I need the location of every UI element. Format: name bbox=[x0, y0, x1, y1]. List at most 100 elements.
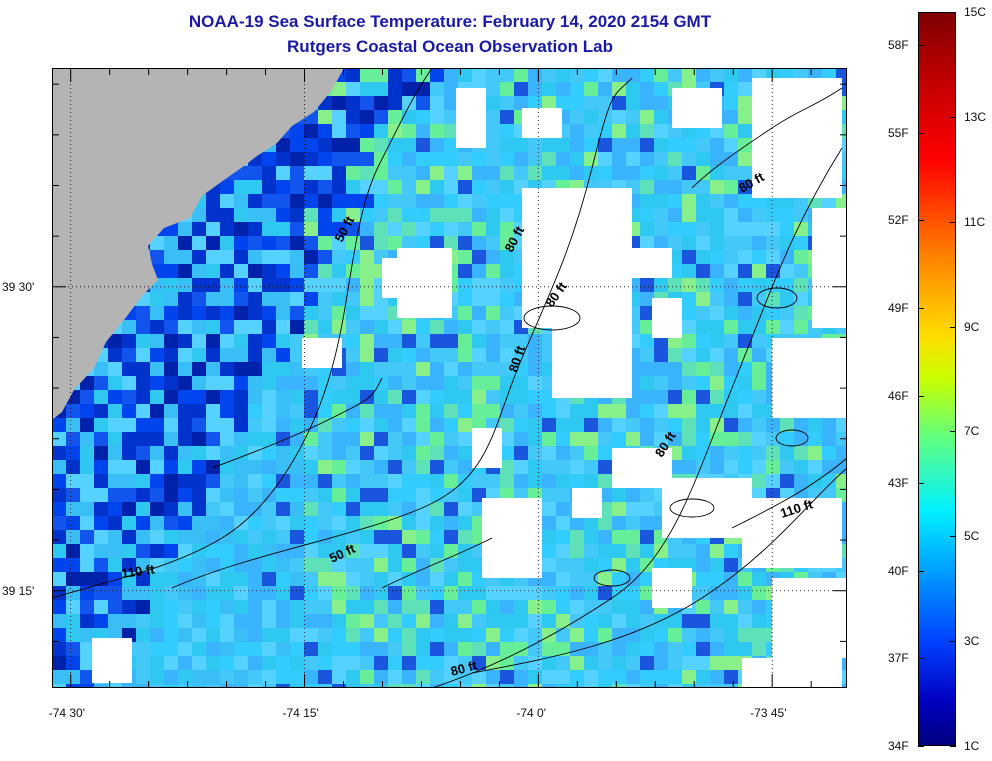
sst-pixel bbox=[822, 446, 836, 460]
sst-pixel bbox=[430, 474, 444, 488]
sst-pixel bbox=[780, 278, 794, 292]
sst-pixel bbox=[164, 530, 178, 544]
sst-pixel bbox=[164, 236, 178, 250]
sst-pixel bbox=[262, 502, 276, 516]
sst-pixel bbox=[206, 222, 220, 236]
sst-pixel bbox=[206, 320, 220, 334]
sst-pixel bbox=[514, 628, 528, 642]
sst-pixel bbox=[710, 166, 724, 180]
sst-pixel bbox=[514, 460, 528, 474]
sst-pixel bbox=[94, 684, 108, 688]
sst-pixel bbox=[696, 600, 710, 614]
sst-pixel bbox=[724, 152, 738, 166]
sst-pixel bbox=[220, 320, 234, 334]
sst-pixel bbox=[458, 670, 472, 684]
sst-pixel bbox=[178, 222, 192, 236]
sst-pixel bbox=[612, 152, 626, 166]
sst-pixel bbox=[430, 600, 444, 614]
sst-pixel bbox=[724, 306, 738, 320]
sst-pixel bbox=[388, 656, 402, 670]
sst-pixel bbox=[276, 642, 290, 656]
sst-pixel bbox=[780, 460, 794, 474]
sst-pixel bbox=[332, 572, 346, 586]
sst-pixel bbox=[374, 474, 388, 488]
sst-pixel bbox=[430, 628, 444, 642]
sst-pixel bbox=[192, 670, 206, 684]
sst-pixel bbox=[122, 376, 136, 390]
sst-pixel bbox=[206, 278, 220, 292]
sst-pixel bbox=[710, 446, 724, 460]
sst-pixel bbox=[528, 68, 542, 82]
sst-pixel bbox=[598, 152, 612, 166]
sst-pixel bbox=[388, 362, 402, 376]
sst-pixel bbox=[738, 292, 752, 306]
sst-pixel bbox=[710, 292, 724, 306]
sst-pixel bbox=[584, 670, 598, 684]
sst-pixel bbox=[654, 82, 668, 96]
cloud-patch bbox=[742, 658, 842, 688]
sst-pixel bbox=[80, 600, 94, 614]
sst-pixel bbox=[374, 320, 388, 334]
sst-pixel bbox=[94, 488, 108, 502]
sst-pixel bbox=[528, 390, 542, 404]
sst-pixel bbox=[808, 432, 822, 446]
sst-pixel bbox=[346, 642, 360, 656]
sst-pixel bbox=[206, 544, 220, 558]
sst-pixel bbox=[318, 642, 332, 656]
sst-pixel bbox=[150, 530, 164, 544]
sst-pixel bbox=[430, 488, 444, 502]
sst-pixel bbox=[416, 362, 430, 376]
sst-pixel bbox=[486, 628, 500, 642]
sst-pixel bbox=[542, 488, 556, 502]
sst-pixel bbox=[696, 404, 710, 418]
sst-pixel bbox=[220, 446, 234, 460]
sst-pixel bbox=[710, 600, 724, 614]
sst-pixel bbox=[514, 138, 528, 152]
sst-pixel bbox=[542, 628, 556, 642]
sst-pixel bbox=[80, 614, 94, 628]
sst-pixel bbox=[472, 208, 486, 222]
sst-pixel bbox=[360, 292, 374, 306]
colorbar-tick bbox=[918, 307, 924, 309]
sst-pixel bbox=[388, 628, 402, 642]
sst-pixel bbox=[458, 306, 472, 320]
sst-pixel bbox=[276, 376, 290, 390]
sst-pixel bbox=[178, 404, 192, 418]
sst-pixel bbox=[122, 460, 136, 474]
sst-pixel bbox=[500, 418, 514, 432]
sst-pixel bbox=[360, 530, 374, 544]
sst-pixel bbox=[276, 516, 290, 530]
sst-pixel bbox=[416, 474, 430, 488]
sst-pixel bbox=[766, 292, 780, 306]
sst-pixel bbox=[374, 82, 388, 96]
sst-pixel bbox=[528, 418, 542, 432]
colorbar-tick bbox=[918, 483, 924, 485]
sst-pixel bbox=[430, 446, 444, 460]
sst-pixel bbox=[794, 222, 808, 236]
sst-pixel bbox=[388, 376, 402, 390]
sst-pixel bbox=[388, 152, 402, 166]
sst-pixel bbox=[164, 656, 178, 670]
sst-pixel bbox=[416, 488, 430, 502]
sst-pixel bbox=[682, 348, 696, 362]
sst-pixel bbox=[374, 586, 388, 600]
sst-pixel bbox=[808, 418, 822, 432]
sst-pixel bbox=[626, 68, 640, 82]
sst-pixel bbox=[696, 376, 710, 390]
sst-pixel bbox=[416, 222, 430, 236]
sst-pixel bbox=[276, 138, 290, 152]
sst-pixel bbox=[332, 432, 346, 446]
sst-pixel bbox=[500, 68, 514, 82]
sst-pixel bbox=[696, 208, 710, 222]
sst-pixel bbox=[472, 614, 486, 628]
sst-pixel bbox=[192, 544, 206, 558]
sst-pixel bbox=[472, 586, 486, 600]
sst-pixel bbox=[66, 600, 80, 614]
sst-pixel bbox=[738, 572, 752, 586]
sst-pixel bbox=[682, 656, 696, 670]
sst-pixel bbox=[346, 306, 360, 320]
sst-pixel bbox=[500, 180, 514, 194]
sst-pixel bbox=[668, 544, 682, 558]
sst-pixel bbox=[626, 166, 640, 180]
